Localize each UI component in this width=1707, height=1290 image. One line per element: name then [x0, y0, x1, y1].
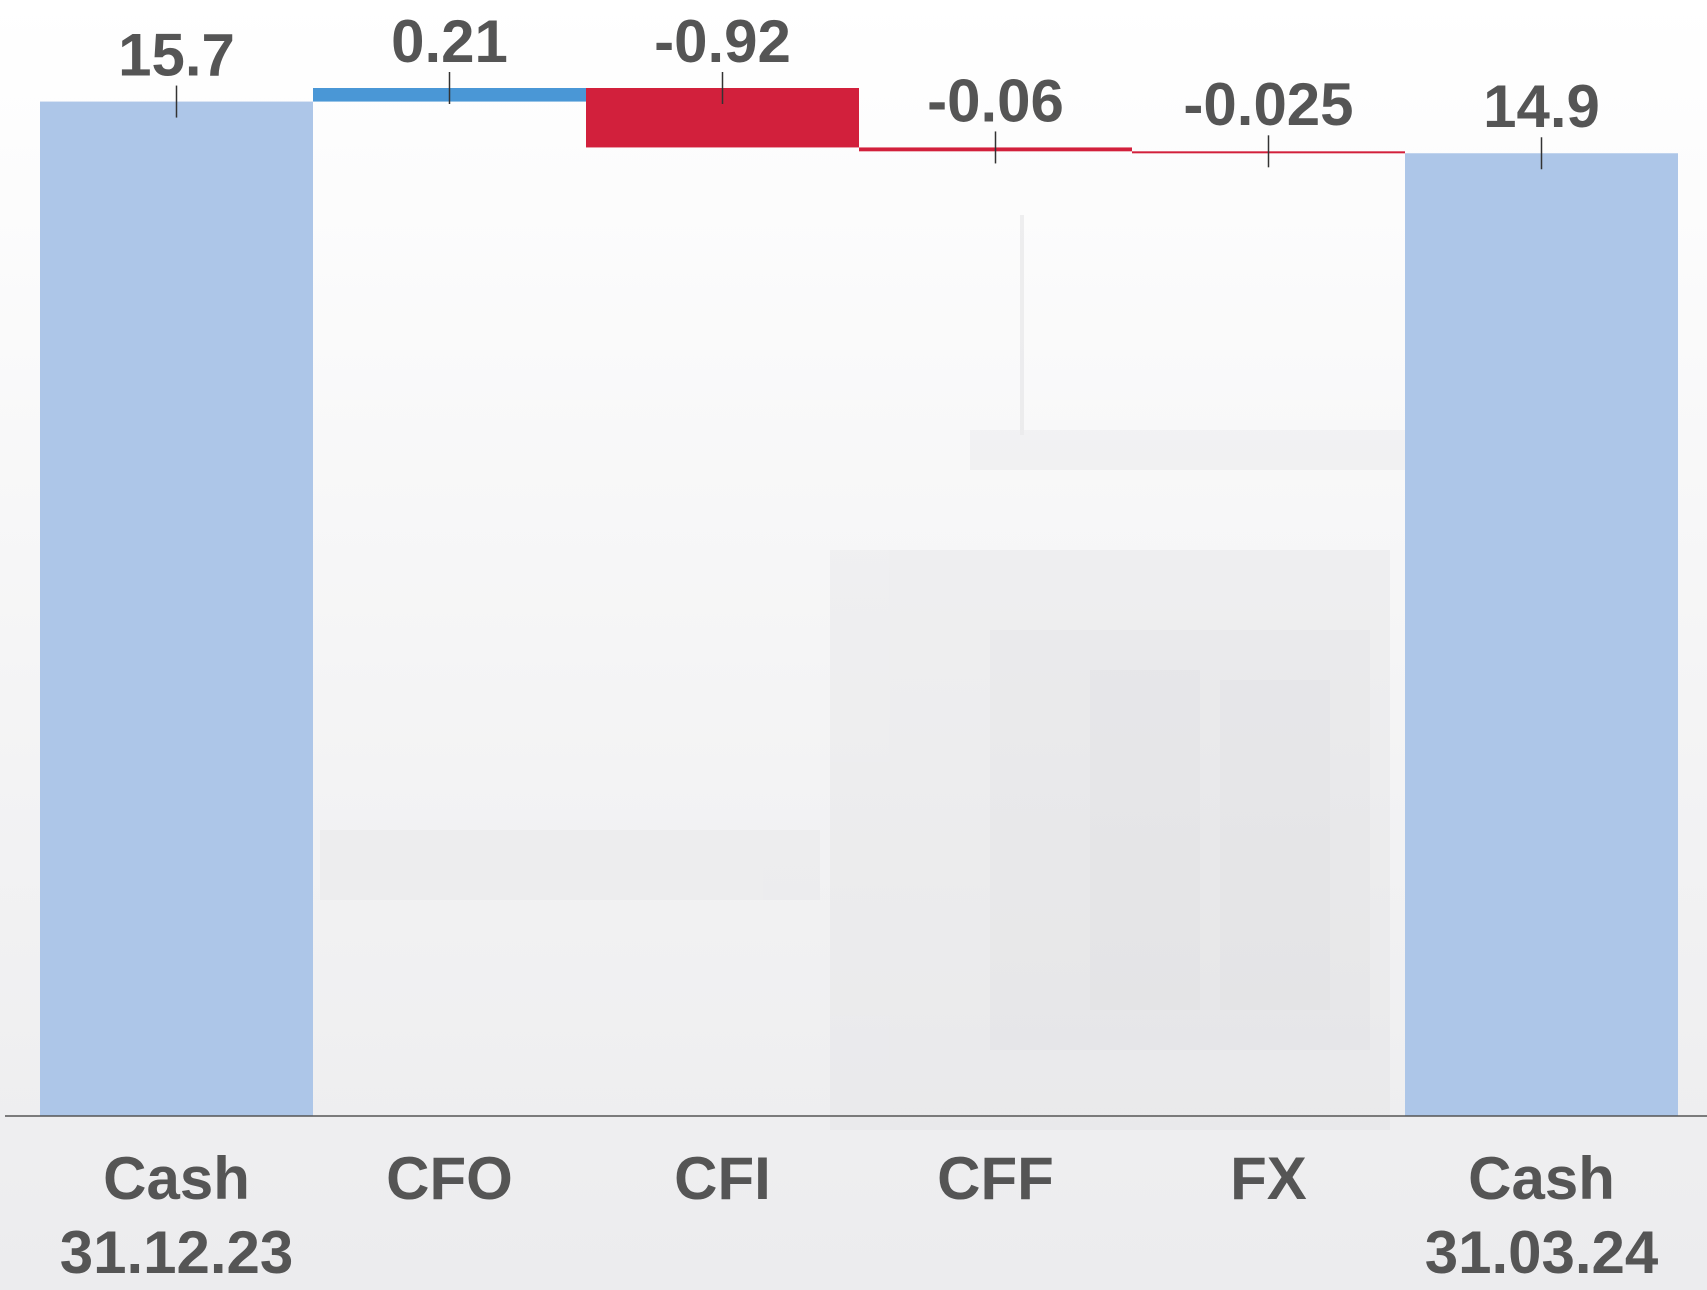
background-building	[320, 215, 1410, 1130]
value-label: -0.06	[927, 67, 1064, 134]
category-label: CFF	[937, 1145, 1054, 1212]
category-label: Cash	[103, 1145, 250, 1212]
value-label: 14.9	[1483, 73, 1600, 140]
category-label: CFI	[674, 1145, 771, 1212]
category-label: FX	[1230, 1145, 1307, 1212]
category-label: CFO	[386, 1145, 513, 1212]
category-label: 31.03.24	[1425, 1219, 1659, 1286]
bar	[1405, 153, 1678, 1116]
value-label: 15.7	[118, 21, 235, 88]
category-label: 31.12.23	[60, 1219, 294, 1286]
value-label: -0.92	[654, 8, 791, 75]
value-label: -0.025	[1183, 71, 1353, 138]
category-label: Cash	[1468, 1145, 1615, 1212]
bar	[40, 101, 313, 1116]
value-label: 0.21	[391, 8, 508, 75]
plot-area: 15.7 Cash 31.12.23 0.21 CFO -0.92 CFI -0.06 CFF -…	[40, 8, 1678, 1286]
